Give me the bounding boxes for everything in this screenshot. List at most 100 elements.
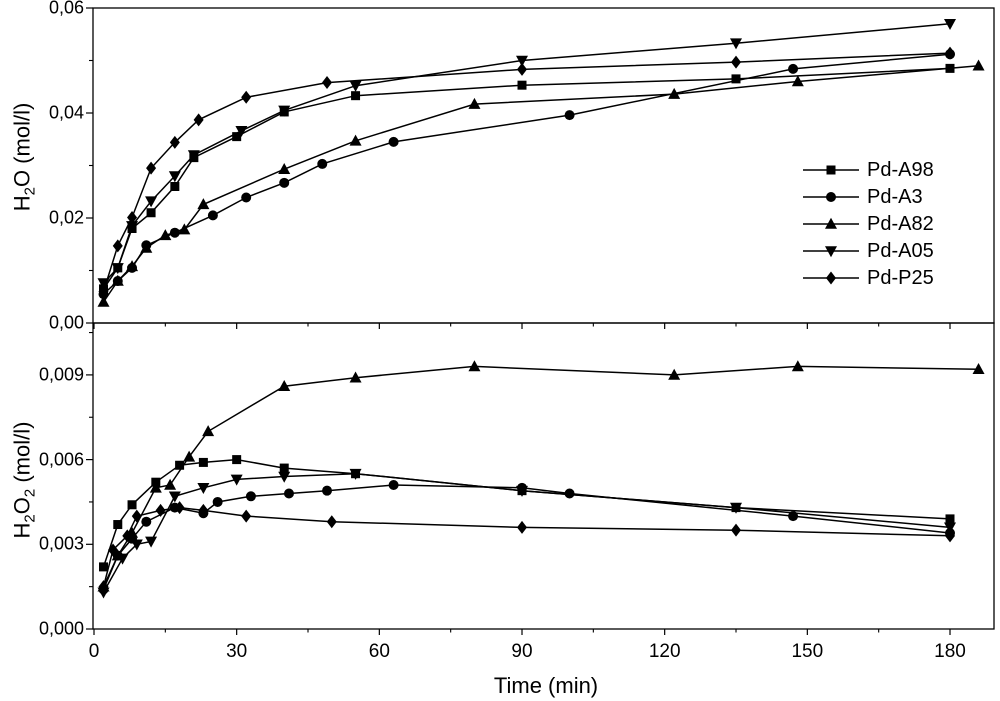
x-axis-title: Time (min)	[493, 673, 599, 698]
circle-legend-swatch	[803, 191, 859, 202]
top-y-tick-label: 0,06	[48, 0, 84, 18]
marker-circle	[212, 496, 223, 507]
top-series-pd-a05	[97, 18, 957, 290]
marker-triangle-down	[278, 471, 291, 483]
legend-entry-pd-a98: Pd-A98	[803, 156, 934, 183]
triangle-down-legend-swatch	[803, 245, 859, 257]
square-legend-swatch	[803, 165, 859, 174]
triangle-down-icon	[825, 245, 837, 257]
axis-title-subscript: 2	[21, 514, 39, 523]
marker-circle	[141, 516, 152, 527]
marker-diamond	[146, 161, 157, 175]
marker-circle	[788, 63, 799, 74]
triangle-up-legend-swatch	[803, 217, 859, 229]
marker-diamond	[112, 239, 123, 253]
top-y-tick-label: 0,04	[48, 102, 84, 123]
bottom-series-pd-a3	[98, 480, 956, 595]
marker-diamond	[122, 529, 133, 543]
marker-triangle-up	[668, 368, 681, 380]
axis-title-text: (mol/l)	[9, 421, 35, 489]
marker-diamond	[322, 76, 333, 90]
marker-diamond	[108, 543, 119, 557]
marker-triangle-down	[516, 485, 529, 497]
marker-diamond	[517, 62, 528, 76]
top-y-tick-label: 0,02	[48, 207, 84, 228]
marker-triangle-down	[230, 474, 243, 486]
marker-square	[198, 457, 208, 467]
marker-diamond	[155, 503, 166, 517]
marker-triangle-up	[159, 229, 172, 241]
marker-circle	[317, 158, 328, 169]
x-tick-label: 150	[791, 641, 824, 662]
marker-triangle-down	[516, 55, 529, 67]
marker-diamond	[193, 113, 204, 127]
marker-diamond	[169, 135, 180, 149]
marker-square	[113, 520, 123, 530]
top-y-tick-label: 0,00	[48, 312, 84, 333]
marker-diamond	[98, 580, 109, 594]
marker-triangle-down	[145, 196, 158, 208]
marker-diamond	[241, 90, 252, 104]
marker-square	[170, 182, 180, 191]
marker-circle	[241, 192, 252, 203]
square-icon	[826, 165, 836, 174]
marker-square	[351, 91, 361, 101]
marker-triangle-down	[944, 18, 957, 30]
bottom-series-pd-a05	[97, 468, 957, 599]
marker-diamond	[731, 55, 742, 69]
marker-circle	[388, 136, 399, 147]
marker-diamond	[517, 520, 528, 534]
marker-triangle-up	[972, 363, 985, 375]
marker-diamond	[131, 509, 142, 523]
bottom-y-tick-label: 0,006	[38, 449, 84, 470]
marker-triangle-down	[116, 553, 129, 565]
marker-triangle-down	[130, 539, 143, 551]
axis-title-text: O (mol/l)	[9, 102, 35, 188]
marker-triangle-up	[197, 198, 210, 210]
series-line-pd-a3	[102, 484, 951, 590]
marker-diamond	[127, 210, 138, 224]
marker-circle	[322, 485, 333, 496]
marker-square	[232, 455, 242, 465]
marker-square	[945, 514, 955, 524]
marker-triangle-up	[164, 478, 177, 490]
marker-triangle-down	[730, 502, 743, 514]
x-tick-label: 30	[226, 641, 248, 662]
marker-triangle-up	[668, 87, 681, 99]
marker-triangle-up	[202, 425, 215, 437]
series-line-pd-a05	[102, 23, 951, 284]
marker-square	[146, 208, 156, 218]
marker-square	[279, 463, 289, 473]
marker-diamond	[731, 523, 742, 537]
legend-label: Pd-P25	[867, 266, 934, 289]
marker-triangle-up	[140, 241, 153, 253]
marker-square	[127, 500, 137, 510]
bottom-series-pd-p25	[98, 501, 956, 594]
marker-triangle-up	[278, 379, 291, 391]
marker-triangle-down	[349, 80, 362, 92]
marker-square	[99, 562, 109, 572]
legend-entry-pd-a82: Pd-A82	[803, 210, 934, 237]
marker-triangle-up	[468, 360, 481, 372]
x-tick-label: 180	[934, 641, 966, 662]
marker-triangle-down	[235, 126, 248, 138]
marker-circle	[564, 110, 575, 121]
marker-triangle-up	[791, 360, 804, 372]
marker-diamond	[198, 503, 209, 517]
marker-circle	[388, 480, 399, 491]
bottom-series-pd-a82	[97, 360, 985, 592]
marker-circle	[279, 177, 290, 188]
marker-triangle-down	[197, 483, 210, 495]
marker-triangle-down	[730, 38, 743, 50]
circle-icon	[826, 191, 836, 202]
marker-triangle-up	[349, 134, 362, 146]
marker-diamond	[945, 529, 956, 543]
marker-triangle-down	[349, 468, 362, 480]
marker-triangle-down	[278, 105, 291, 117]
legend-label: Pd-A98	[867, 158, 934, 181]
marker-diamond	[241, 509, 252, 523]
axis-title-text: H	[9, 522, 35, 539]
marker-circle	[207, 210, 218, 221]
